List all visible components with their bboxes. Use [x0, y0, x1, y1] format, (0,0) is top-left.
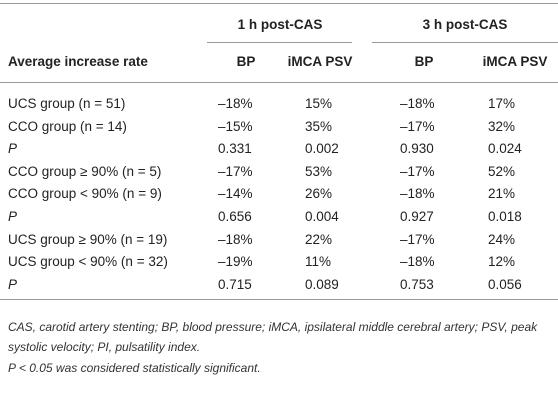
- footnote: CAS, carotid artery stenting; BP, blood …: [8, 320, 538, 354]
- row-label: UCS group (n = 51): [8, 96, 126, 111]
- cell: 11%: [305, 254, 332, 270]
- row-label: P: [8, 141, 18, 157]
- row-label: P: [8, 209, 18, 224]
- cell: 52%: [488, 163, 516, 179]
- cell: 0.018: [488, 209, 522, 224]
- cell: –17%: [400, 118, 435, 134]
- cell: 0.056: [488, 276, 522, 292]
- group-rule: [207, 42, 352, 43]
- cell: –18%: [400, 96, 435, 111]
- cell: –18%: [218, 231, 253, 247]
- cell: 0.002: [305, 141, 339, 157]
- bottom-rule: [0, 299, 558, 300]
- group-header: 3 h post-CAS: [422, 17, 508, 32]
- cell: –19%: [218, 254, 253, 270]
- row-label: UCS group < 90% (n = 32): [8, 254, 168, 270]
- cell: 0.331: [218, 141, 252, 157]
- group-rule: [372, 42, 558, 43]
- cell: –18%: [400, 254, 435, 270]
- cell: 15%: [305, 96, 333, 111]
- cell: 32%: [488, 118, 516, 134]
- cell: –17%: [400, 231, 435, 247]
- cell: 21%: [488, 186, 516, 202]
- cell: 0.930: [400, 141, 434, 157]
- cell: 53%: [305, 163, 333, 179]
- cell: –17%: [218, 163, 253, 179]
- cell: –14%: [218, 186, 253, 202]
- cell: 12%: [488, 254, 516, 270]
- column-header: BP: [414, 54, 434, 69]
- row-label: P: [8, 276, 18, 292]
- row-label: CCO group ≥ 90% (n = 5): [8, 163, 162, 179]
- column-header: iMCA PSV: [482, 54, 548, 69]
- column-header: BP: [236, 54, 256, 69]
- cell: –18%: [218, 96, 253, 111]
- cell: 0.024: [488, 141, 522, 157]
- cell: 0.004: [305, 209, 339, 224]
- row-label: CCO group (n = 14): [8, 118, 127, 134]
- cell: –15%: [218, 118, 253, 134]
- cell: 0.656: [218, 209, 252, 224]
- cell: 35%: [305, 118, 333, 134]
- cell: 0.753: [400, 276, 434, 292]
- header-rule: [0, 82, 558, 83]
- column-header: iMCA PSV: [287, 54, 353, 69]
- cell: 26%: [305, 186, 333, 202]
- top-rule: [0, 3, 558, 4]
- cell: 17%: [488, 96, 516, 111]
- cell: 24%: [488, 231, 516, 247]
- cell: 0.089: [305, 276, 339, 292]
- group-header: 1 h post-CAS: [237, 17, 323, 32]
- cell: 22%: [305, 231, 333, 247]
- cell: –18%: [400, 186, 435, 202]
- cell: 0.715: [218, 276, 252, 292]
- footnote: P < 0.05 was considered statistically si…: [8, 361, 261, 375]
- row-label: UCS group ≥ 90% (n = 19): [8, 231, 168, 247]
- row-label: CCO group < 90% (n = 9): [8, 186, 162, 202]
- row-header: Average increase rate: [8, 54, 148, 69]
- cell: –17%: [400, 163, 435, 179]
- cell: 0.927: [400, 209, 434, 224]
